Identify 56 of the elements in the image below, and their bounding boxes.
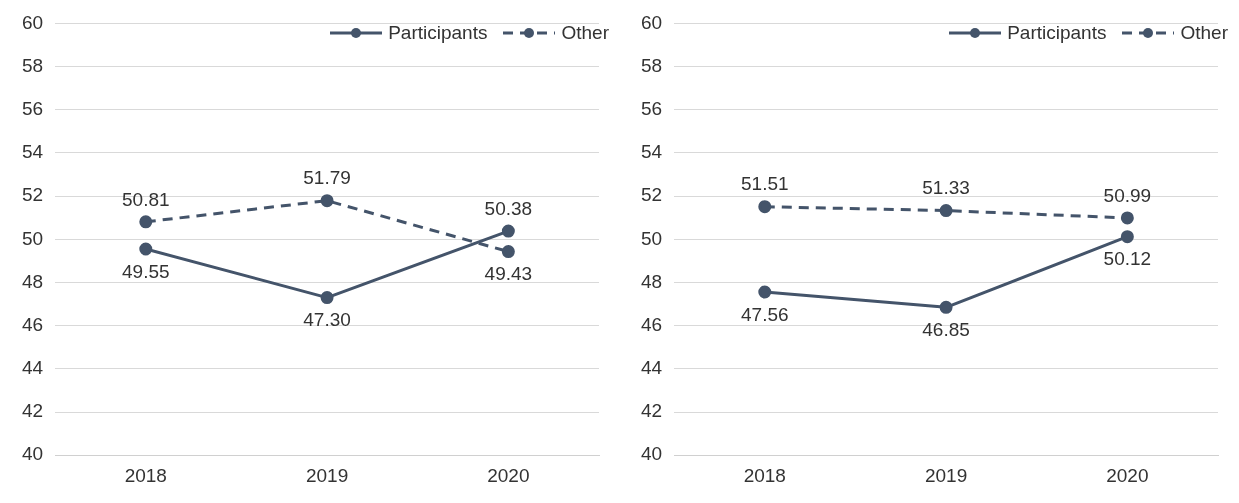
point [139, 215, 153, 229]
x-tick-label: 2020 [1106, 464, 1149, 486]
y-tick-label: 54 [21, 141, 44, 163]
legend-label: Other [561, 22, 609, 44]
point [1120, 211, 1134, 225]
point [758, 285, 772, 299]
y-tick-label: 48 [21, 270, 44, 292]
x-tick-label: 2020 [487, 464, 530, 486]
point [501, 245, 515, 259]
y-tick-label: 60 [21, 11, 44, 33]
legend-label: Other [1180, 22, 1228, 44]
data-label: 47.30 [303, 309, 351, 331]
data-label: 50.81 [122, 188, 170, 210]
point [939, 204, 953, 218]
data-label: 51.51 [741, 173, 789, 195]
y-tick-label: 44 [21, 357, 44, 379]
y-tick-label: 56 [21, 97, 44, 119]
y-tick-label: 40 [640, 443, 663, 465]
y-tick-label: 46 [640, 313, 663, 335]
y-tick-label: 40 [21, 443, 44, 465]
y-tick-label: 58 [21, 54, 44, 76]
point [320, 291, 334, 305]
y-tick-label: 44 [640, 357, 663, 379]
y-tick-label: 54 [640, 141, 663, 163]
y-tick-label: 52 [21, 184, 44, 206]
data-label: 49.55 [122, 260, 170, 282]
data-label: 46.85 [922, 319, 970, 341]
point [758, 200, 772, 214]
y-tick-label: 52 [640, 184, 663, 206]
data-label: 47.56 [741, 303, 789, 325]
y-tick-label: 50 [640, 227, 663, 249]
data-label: 50.12 [1103, 248, 1152, 270]
point [501, 224, 515, 238]
x-tick-label: 2018 [124, 464, 167, 486]
data-label: 49.43 [484, 263, 533, 285]
legend-label: Participants [1007, 22, 1107, 44]
point [1120, 230, 1134, 244]
legend-label: Participants [388, 22, 488, 44]
y-tick-label: 56 [640, 97, 663, 119]
y-tick-label: 42 [640, 400, 663, 422]
data-label: 51.79 [303, 167, 351, 189]
point [320, 194, 334, 208]
y-tick-label: 42 [21, 400, 44, 422]
data-label: 51.33 [922, 177, 970, 199]
x-tick-label: 2018 [743, 464, 786, 486]
y-tick-label: 48 [640, 270, 663, 292]
y-tick-label: 60 [640, 11, 663, 33]
point [139, 242, 153, 256]
x-tick-label: 2019 [305, 464, 349, 486]
data-label: 50.99 [1103, 184, 1152, 206]
data-label: 50.38 [484, 197, 533, 219]
y-tick-label: 50 [21, 227, 44, 249]
y-tick-label: 58 [640, 54, 663, 76]
x-tick-label: 2019 [924, 464, 968, 486]
point [939, 300, 953, 314]
y-tick-label: 46 [21, 313, 44, 335]
